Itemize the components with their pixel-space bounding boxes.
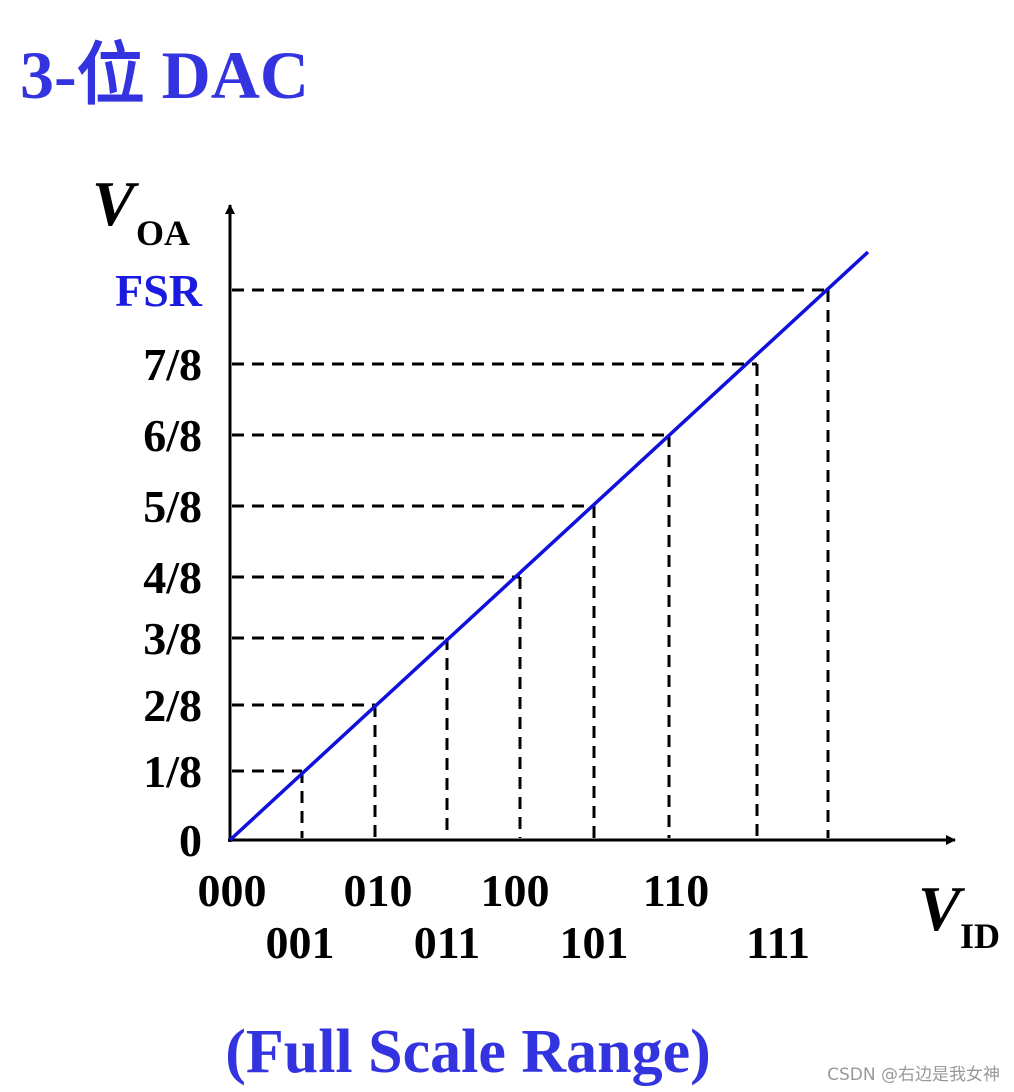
x-label: 010 (344, 865, 413, 916)
x-axis-subscript: ID (960, 916, 1000, 956)
watermark: CSDN @右边是我女神 (827, 1065, 1000, 1085)
x-label: 011 (414, 917, 480, 968)
y-label: 0 (179, 815, 202, 866)
y-label: 4/8 (143, 552, 202, 603)
y-label: 1/8 (143, 746, 202, 797)
x-label: 000 (198, 865, 267, 916)
footer: (Full Scale Range) (225, 1018, 711, 1086)
title: 3-位 DAC (20, 37, 309, 113)
y-label: FSR (115, 265, 203, 316)
y-label: 2/8 (143, 680, 202, 731)
y-label: 3/8 (143, 613, 202, 664)
x-label: 101 (560, 917, 629, 968)
x-label: 111 (746, 917, 810, 968)
transfer-line (228, 250, 870, 842)
y-label: 7/8 (143, 339, 202, 390)
guides (232, 288, 830, 838)
y-label: 6/8 (143, 410, 202, 461)
x-label: 110 (643, 865, 709, 916)
y-axis-symbol: V (92, 168, 140, 239)
labels: 0 1/8 2/8 3/8 4/8 5/8 6/8 7/8 FSR 000001010011100… (115, 265, 810, 968)
x-axis-symbol: V (918, 873, 966, 944)
x-label: 001 (266, 917, 335, 968)
y-axis-subscript: OA (136, 213, 190, 253)
y-label: 5/8 (143, 481, 202, 532)
x-label: 100 (481, 865, 550, 916)
